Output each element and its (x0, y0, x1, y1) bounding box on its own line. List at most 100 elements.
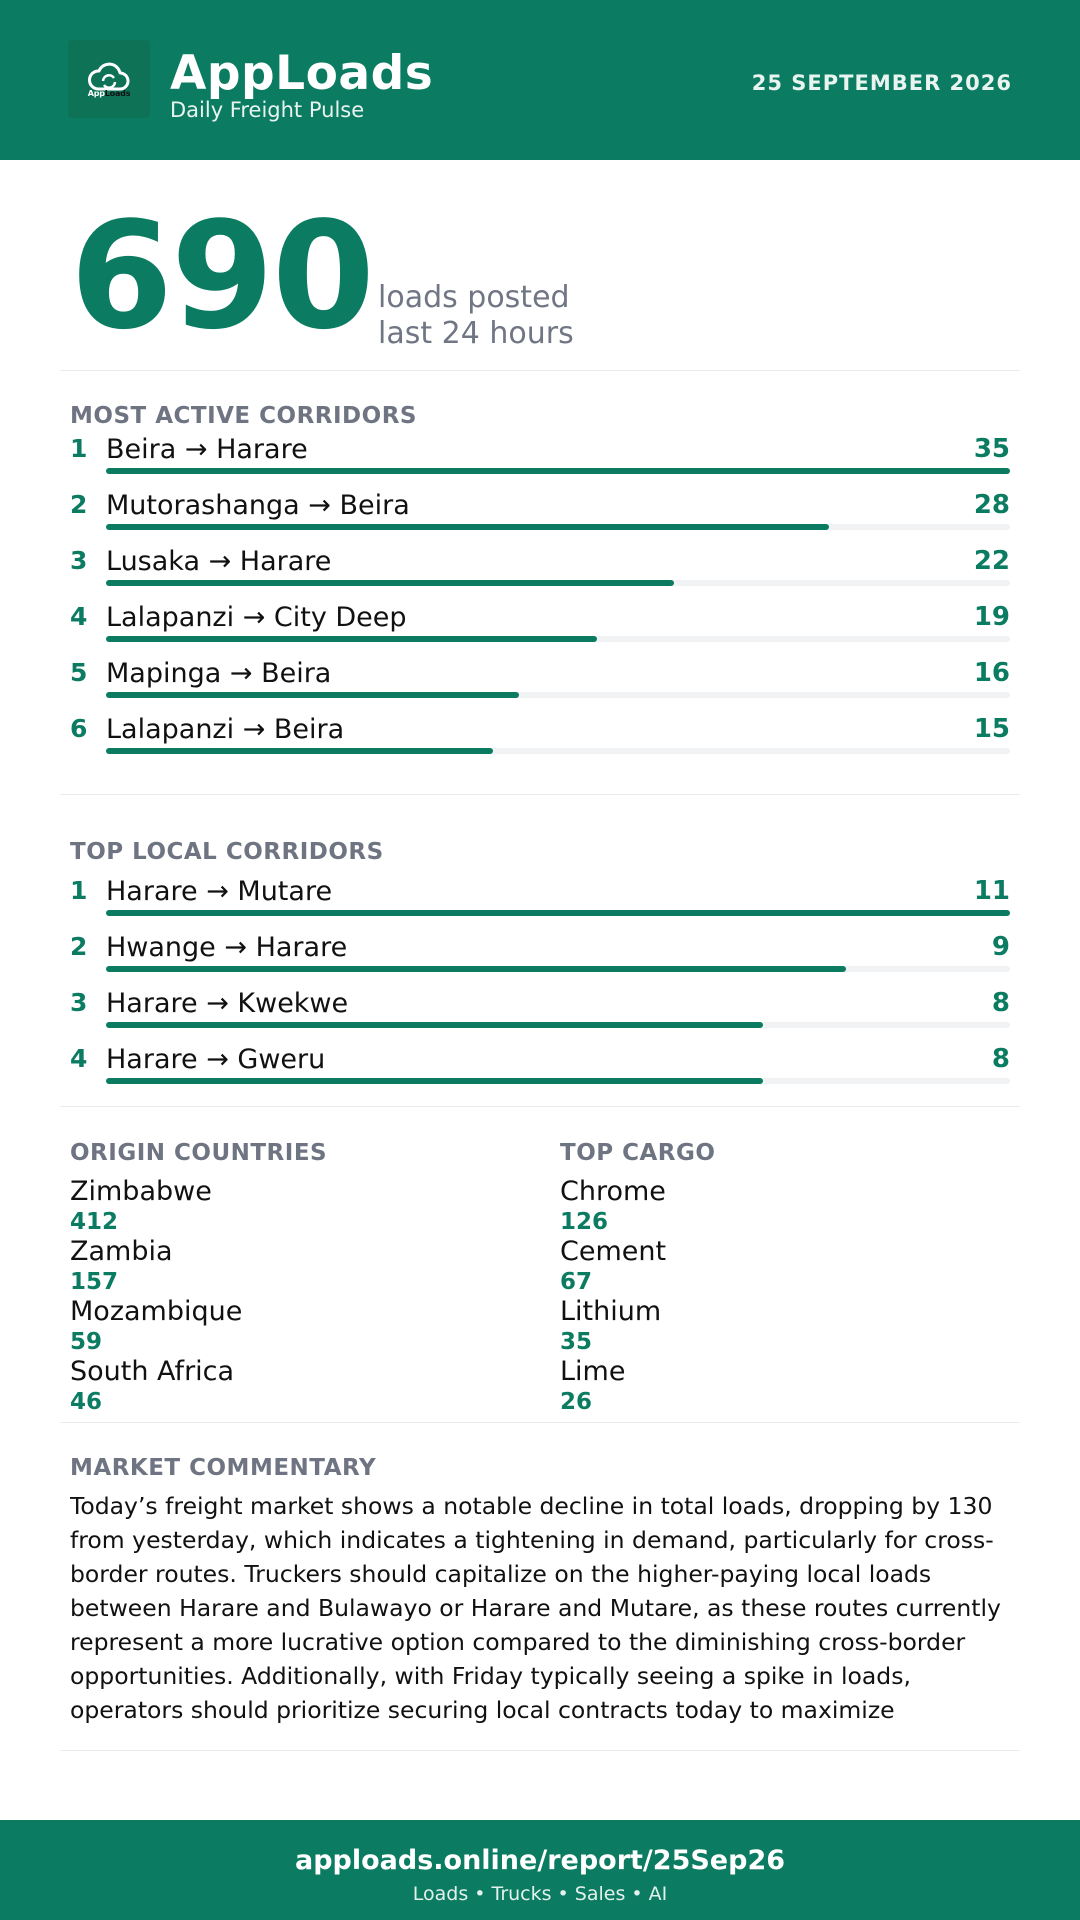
corridor-count: 19 (973, 602, 1010, 632)
origin-country-name: South Africa (70, 1356, 235, 1387)
corridor-route: Lusaka → Harare (106, 546, 332, 577)
corridor-route: Harare → Kwekwe (106, 988, 349, 1019)
corridor-bar-track (106, 524, 1010, 530)
corridor-bar-track (106, 910, 1010, 916)
corridor-count: 35 (973, 434, 1010, 464)
corridor-bar-fill (106, 966, 846, 972)
corridor-rank: 6 (70, 714, 88, 743)
corridor-bar-fill (106, 1078, 764, 1084)
corridor-bar-track (106, 966, 1010, 972)
corridor-bar-fill (106, 636, 597, 642)
corridor-bar-fill (106, 468, 1010, 474)
corridor-route: Mutorashanga → Beira (106, 490, 410, 521)
corridor-bar-track (106, 1022, 1010, 1028)
app-logo: AppLoads (68, 40, 150, 118)
corridor-bar-fill (106, 692, 520, 698)
divider (60, 1422, 1020, 1423)
local-corridor-row: 1 Harare → Mutare 11 (70, 876, 1010, 932)
corridor-count: 22 (973, 546, 1010, 576)
corridor-rank: 1 (70, 434, 88, 463)
active-corridor-row: 4 Lalapanzi → City Deep 19 (70, 602, 1010, 658)
header-bar: AppLoads AppLoads Daily Freight Pulse 25… (0, 0, 1080, 160)
active-corridor-row: 5 Mapinga → Beira 16 (70, 658, 1010, 714)
active-corridors-title: MOST ACTIVE CORRIDORS (70, 403, 417, 429)
local-corridors-title: TOP LOCAL CORRIDORS (70, 839, 384, 865)
total-loads-label-line2: last 24 hours (378, 316, 574, 351)
corridor-rank: 2 (70, 490, 88, 519)
divider (60, 794, 1020, 795)
corridor-bar-track (106, 580, 1010, 586)
footer-tagline: Loads • Trucks • Sales • AI (412, 1883, 668, 1905)
origin-country-value: 46 (70, 1389, 103, 1415)
origin-countries-list: Zimbabwe 412 Zambia 157 Mozambique 59 South Af… (70, 1176, 500, 1416)
corridor-bar-fill (106, 1022, 764, 1028)
cargo-type-name: Lithium (560, 1296, 662, 1327)
app-title: AppLoads (170, 46, 434, 101)
cargo-type-value: 26 (560, 1389, 593, 1415)
corridor-route: Harare → Gweru (106, 1044, 326, 1075)
corridor-bar-fill (106, 910, 1010, 916)
corridor-rank: 1 (70, 876, 88, 905)
corridor-route: Harare → Mutare (106, 876, 333, 907)
divider (60, 370, 1020, 371)
cargo-type-value: 126 (560, 1209, 609, 1235)
active-corridor-row: 6 Lalapanzi → Beira 15 (70, 714, 1010, 770)
active-corridor-row: 2 Mutorashanga → Beira 28 (70, 490, 1010, 546)
corridor-rank: 4 (70, 602, 88, 631)
corridor-route: Beira → Harare (106, 434, 308, 465)
origin-country-name: Zambia (70, 1236, 173, 1267)
divider (60, 1106, 1020, 1107)
total-loads-label-line1: loads posted (378, 280, 570, 315)
corridor-bar-track (106, 468, 1010, 474)
corridor-count: 16 (973, 658, 1010, 688)
corridor-rank: 3 (70, 988, 88, 1017)
top-cargo-title: TOP CARGO (560, 1140, 716, 1166)
origin-country-name: Zimbabwe (70, 1176, 212, 1207)
total-loads-number: 690 (70, 190, 375, 362)
active-corridor-row: 3 Lusaka → Harare 22 (70, 546, 1010, 602)
local-corridor-row: 3 Harare → Kwekwe 8 (70, 988, 1010, 1044)
corridor-bar-fill (106, 580, 675, 586)
origin-country-value: 157 (70, 1269, 119, 1295)
origin-country-value: 412 (70, 1209, 119, 1235)
corridor-count: 11 (973, 876, 1010, 906)
local-corridor-row: 2 Hwange → Harare 9 (70, 932, 1010, 988)
cargo-type-name: Chrome (560, 1176, 666, 1207)
corridor-rank: 4 (70, 1044, 88, 1073)
corridor-bar-track (106, 748, 1010, 754)
footer-bar: apploads.online/report/25Sep26 Loads • T… (0, 1820, 1080, 1920)
report-link[interactable]: apploads.online/report/25Sep26 (294, 1845, 786, 1876)
corridor-route: Hwange → Harare (106, 932, 348, 963)
corridor-route: Mapinga → Beira (106, 658, 332, 689)
corridor-rank: 5 (70, 658, 88, 687)
corridor-route: Lalapanzi → Beira (106, 714, 345, 745)
corridor-bar-track (106, 692, 1010, 698)
logo-wordmark: AppLoads (87, 88, 131, 98)
market-commentary-title: MARKET COMMENTARY (70, 1455, 377, 1481)
corridor-rank: 3 (70, 546, 88, 575)
corridor-rank: 2 (70, 932, 88, 961)
origin-countries-title: ORIGIN COUNTRIES (70, 1140, 328, 1166)
app-subtitle: Daily Freight Pulse (170, 98, 365, 122)
corridor-count: 28 (973, 490, 1010, 520)
market-commentary-text: Today’s freight market shows a notable d… (70, 1492, 1001, 1724)
corridor-route: Lalapanzi → City Deep (106, 602, 407, 633)
corridor-count: 8 (991, 988, 1010, 1018)
corridor-count: 15 (973, 714, 1010, 744)
corridor-bar-fill (106, 748, 494, 754)
corridor-bar-fill (106, 524, 830, 530)
top-cargo-list: Chrome 126 Cement 67 Lithium 35 Lime 26 (560, 1176, 990, 1416)
cargo-type-value: 67 (560, 1269, 593, 1295)
active-corridor-row: 1 Beira → Harare 35 (70, 434, 1010, 490)
origin-country-value: 59 (70, 1329, 103, 1355)
corridor-bar-track (106, 636, 1010, 642)
local-corridor-row: 4 Harare → Gweru 8 (70, 1044, 1010, 1100)
cargo-type-name: Lime (560, 1356, 626, 1387)
corridor-bar-track (106, 1078, 1010, 1084)
report-date: 25 SEPTEMBER 2026 (751, 71, 1012, 95)
divider (60, 1750, 1020, 1751)
cloud-sync-icon (88, 62, 130, 90)
corridor-count: 8 (991, 1044, 1010, 1074)
corridor-count: 9 (991, 932, 1010, 962)
origin-country-name: Mozambique (70, 1296, 243, 1327)
